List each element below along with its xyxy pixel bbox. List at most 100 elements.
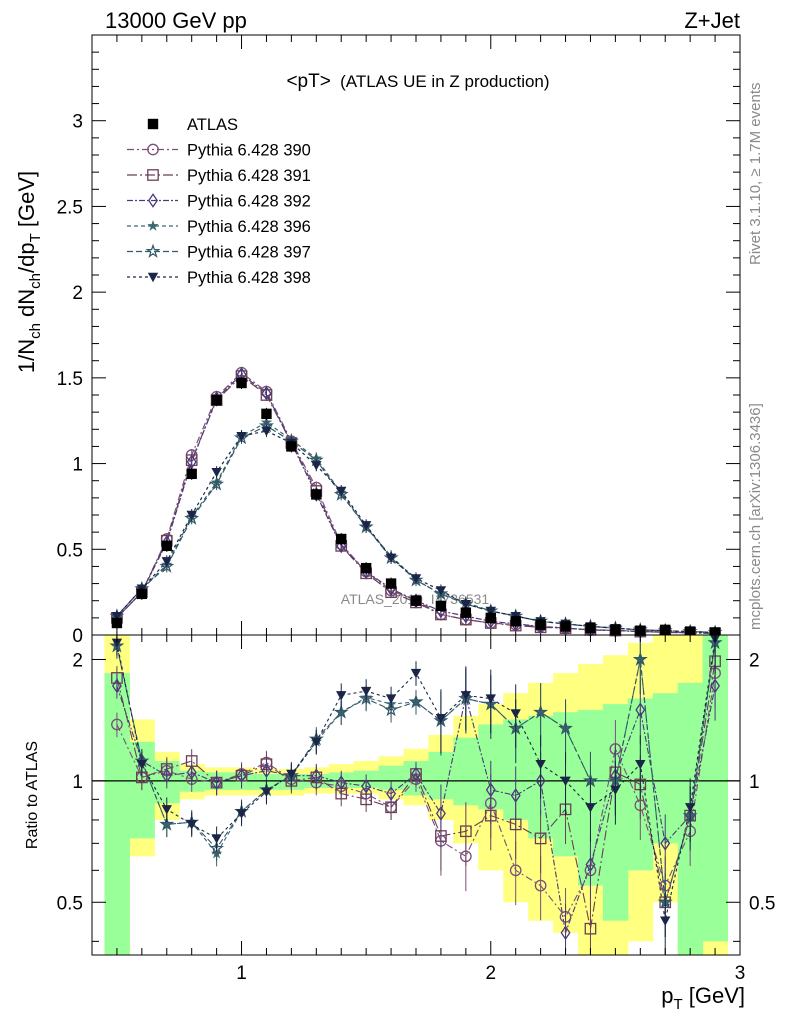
legend-label: Pythia 6.428 396 — [187, 218, 311, 236]
main-series-markers — [109, 366, 723, 641]
legend-label: Pythia 6.428 391 — [187, 167, 311, 185]
ratio-point — [161, 805, 172, 815]
ratio-point — [333, 704, 349, 719]
ratio-point — [385, 694, 397, 704]
legend-marker — [147, 220, 159, 231]
ratio-point — [460, 691, 472, 701]
ratio-point — [485, 694, 496, 704]
main-title-main: <pT> — [286, 71, 330, 92]
ratio-point — [610, 785, 621, 796]
main-axis-ticks: 0 0.5 1 1.5 2 2.5 3 — [57, 35, 740, 647]
data-point — [236, 377, 247, 389]
main-y-label-b-sub: ch — [27, 273, 44, 289]
data-point — [709, 627, 721, 638]
ratio-point — [336, 775, 347, 790]
ratio-x-tick-label: 3 — [735, 963, 746, 984]
main-point — [236, 431, 247, 442]
main-point — [209, 476, 225, 491]
ratio-point — [584, 922, 597, 935]
ratio-point — [261, 787, 272, 797]
main-y-tick-label: 0.5 — [57, 540, 83, 561]
ratio-point — [585, 857, 596, 872]
main-point — [385, 553, 397, 564]
ratio-x-label-a: p — [661, 983, 673, 1008]
ratio-point — [111, 678, 122, 694]
ratio-point — [336, 691, 347, 701]
data-point — [161, 540, 172, 552]
ratio-point — [534, 879, 547, 892]
data-point — [211, 394, 222, 406]
ratio-point — [410, 668, 422, 679]
ratio-point — [211, 834, 222, 844]
ratio-point — [286, 769, 297, 780]
data-point — [510, 616, 521, 627]
ratio-point — [411, 766, 421, 782]
data-point — [336, 533, 347, 545]
legend-marker — [147, 169, 159, 181]
main-y-tick-label: 2 — [72, 283, 83, 304]
ratio-point — [111, 638, 123, 648]
main-panel: 0 0.5 1 1.5 2 2.5 3 <pT> (ATLAS UE in Z produc… — [14, 34, 741, 647]
ratio-point — [311, 768, 322, 784]
ratio-point — [535, 759, 546, 770]
legend-label: Pythia 6.428 398 — [187, 269, 311, 287]
ratio-y-tick-label-right: 2 — [749, 650, 760, 671]
ratio-point — [684, 803, 696, 813]
main-point — [159, 558, 175, 573]
data-point — [261, 408, 272, 420]
mcplots-label: mcplots.cern.ch [arXiv:1306.3436] — [747, 403, 764, 630]
main-title: <pT> (ATLAS UE in Z production) — [286, 71, 549, 92]
ratio-point — [360, 686, 372, 697]
ratio-point — [510, 788, 521, 803]
ratio-point — [534, 832, 547, 845]
legend-marker — [147, 272, 159, 283]
ratio-point — [660, 835, 671, 851]
main-point — [311, 461, 322, 471]
data-point — [311, 489, 322, 500]
ratio-point — [211, 775, 222, 790]
band-inner-bin — [453, 737, 479, 806]
main-point — [460, 599, 472, 610]
process-label: Z+Jet — [684, 8, 740, 33]
energy-label: 13000 GeV pp — [105, 8, 247, 33]
main-y-tick-label: 1.5 — [57, 369, 83, 390]
main-y-label-a-sub: ch — [27, 323, 44, 339]
ratio-point — [186, 820, 197, 830]
legend-marker — [147, 118, 159, 130]
ratio-point — [710, 678, 721, 694]
legend-label: Pythia 6.428 397 — [187, 244, 311, 262]
main-point — [186, 510, 197, 521]
main-point — [261, 426, 272, 437]
ratio-point — [485, 782, 496, 798]
main-point — [410, 574, 422, 584]
main-point — [211, 467, 222, 478]
main-point — [336, 486, 347, 497]
ratio-x-label-a-sub: T — [673, 996, 682, 1013]
ratio-point — [510, 709, 521, 719]
main-title-sub: (ATLAS UE in Z production) — [340, 72, 549, 91]
ratio-y-tick-label: 1 — [72, 772, 83, 793]
ratio-point — [635, 702, 646, 718]
legend-marker — [147, 143, 159, 156]
main-y-tick-label: 2.5 — [57, 197, 83, 218]
data-point — [360, 562, 372, 574]
ratio-point — [311, 737, 322, 747]
data-point — [660, 624, 671, 636]
main-y-label-c-sub: T — [27, 233, 44, 242]
legend-label: ATLAS — [187, 116, 238, 134]
ratio-x-label: pT [GeV] — [661, 983, 745, 1013]
ratio-point — [533, 704, 549, 719]
data-point — [635, 625, 646, 636]
data-point — [186, 468, 197, 480]
ratio-point — [459, 825, 472, 838]
ratio-point — [386, 786, 397, 801]
data-point — [111, 617, 123, 629]
ratio-point — [585, 803, 596, 813]
data-point — [585, 622, 596, 634]
legend-marker — [148, 193, 158, 208]
ratio-point — [660, 916, 671, 926]
ratio-y-tick-label-right: 1 — [749, 772, 760, 793]
ratio-point — [435, 714, 447, 724]
main-y-label-c: /dp — [14, 242, 39, 273]
